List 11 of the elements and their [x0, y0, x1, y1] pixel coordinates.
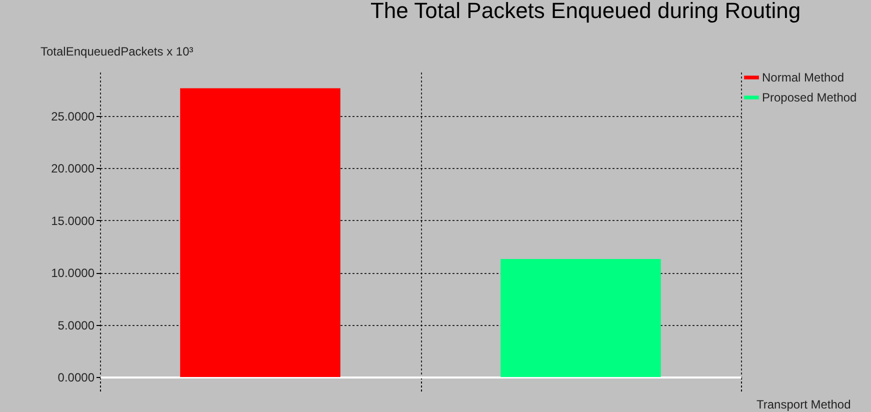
y-tick-label: 15.0000	[51, 214, 95, 228]
y-axis-title: TotalEnqueuedPackets x 10³	[40, 44, 194, 58]
x-axis-title: Transport Method	[756, 398, 851, 412]
legend-label: Normal Method	[762, 70, 844, 84]
y-tick-label: 20.0000	[51, 162, 95, 176]
y-tick-label: 10.0000	[51, 266, 95, 280]
y-tick-label: 25.0000	[51, 109, 95, 124]
chart-title: The Total Packets Enqueued during Routing	[370, 0, 801, 23]
legend-label: Proposed Method	[762, 90, 857, 104]
y-tick-label: 5.0000	[58, 318, 95, 332]
y-tick-label: 0.0000	[58, 370, 95, 384]
